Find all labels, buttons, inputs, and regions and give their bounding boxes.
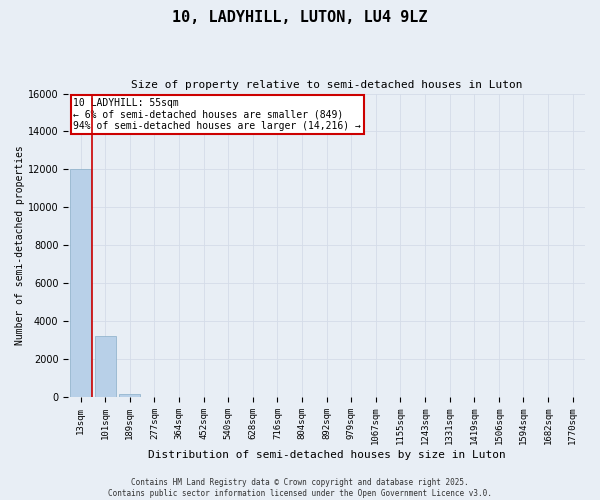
Bar bbox=[119, 394, 140, 397]
Title: Size of property relative to semi-detached houses in Luton: Size of property relative to semi-detach… bbox=[131, 80, 523, 90]
Text: 10 LADYHILL: 55sqm
← 6% of semi-detached houses are smaller (849)
94% of semi-de: 10 LADYHILL: 55sqm ← 6% of semi-detached… bbox=[73, 98, 361, 132]
Bar bbox=[70, 170, 91, 397]
X-axis label: Distribution of semi-detached houses by size in Luton: Distribution of semi-detached houses by … bbox=[148, 450, 505, 460]
Text: 10, LADYHILL, LUTON, LU4 9LZ: 10, LADYHILL, LUTON, LU4 9LZ bbox=[172, 10, 428, 25]
Y-axis label: Number of semi-detached properties: Number of semi-detached properties bbox=[15, 146, 25, 345]
Text: Contains HM Land Registry data © Crown copyright and database right 2025.
Contai: Contains HM Land Registry data © Crown c… bbox=[108, 478, 492, 498]
Bar bbox=[95, 336, 116, 397]
